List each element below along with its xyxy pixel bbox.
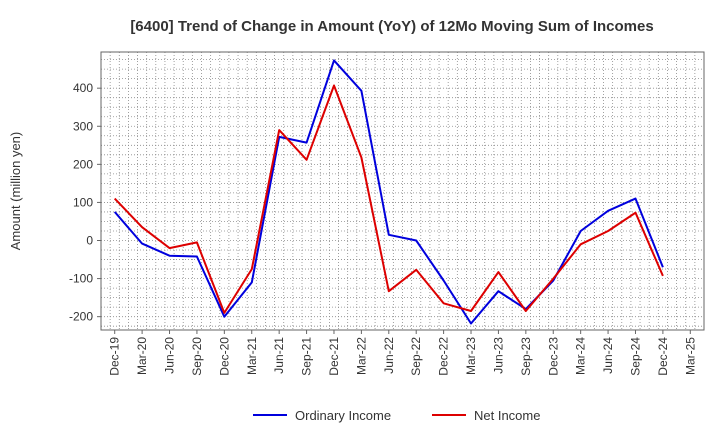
series-layer: [113, 59, 664, 325]
x-tick-label: Dec-19: [108, 337, 122, 376]
x-axis-ticks: Dec-19 Mar-20 Jun-20 Sep-20 Dec-20 Mar-21 Jun-…: [108, 330, 697, 376]
legend: Ordinary Income Net Income: [253, 408, 540, 423]
y-axis-ticks: -200 -100 0 100 200 300 400: [69, 81, 101, 324]
series-line-net-income: [113, 84, 664, 314]
x-tick-label: Sep-22: [409, 337, 423, 376]
x-tick-label: Sep-24: [628, 337, 642, 376]
x-tick-label: Sep-23: [519, 337, 533, 376]
chart-title: [6400] Trend of Change in Amount (YoY) o…: [130, 18, 653, 35]
x-tick-label: Dec-23: [546, 337, 560, 376]
plot-frame: [100, 51, 705, 331]
x-tick-label: Sep-21: [300, 337, 314, 376]
y-tick-label: 200: [73, 157, 93, 171]
legend-label: Net Income: [474, 408, 540, 423]
grid: [100, 52, 705, 330]
legend-label: Ordinary Income: [295, 408, 391, 423]
x-tick-label: Dec-22: [437, 337, 451, 376]
x-tick-label: Jun-23: [491, 337, 505, 374]
y-tick-label: 0: [86, 234, 93, 248]
x-tick-label: Mar-25: [683, 337, 697, 375]
x-tick-label: Jun-22: [382, 337, 396, 374]
x-tick-label: Dec-21: [327, 337, 341, 376]
x-tick-label: Dec-20: [217, 337, 231, 376]
x-tick-label: Jun-21: [272, 337, 286, 374]
y-tick-label: -100: [69, 272, 93, 286]
x-tick-label: Dec-24: [656, 337, 670, 376]
y-tick-label: 100: [73, 195, 93, 209]
x-tick-label: Mar-20: [135, 337, 149, 375]
x-tick-label: Jun-24: [601, 337, 615, 374]
x-tick-label: Mar-22: [354, 337, 368, 375]
x-tick-label: Mar-21: [245, 337, 259, 375]
y-tick-label: 400: [73, 81, 93, 95]
x-tick-label: Mar-24: [574, 337, 588, 375]
x-tick-label: Sep-20: [190, 337, 204, 376]
y-tick-label: 300: [73, 119, 93, 133]
x-tick-label: Jun-20: [163, 337, 177, 374]
y-tick-label: -200: [69, 310, 93, 324]
y-axis-label: Amount (million yen): [8, 132, 23, 251]
x-tick-label: Mar-23: [464, 337, 478, 375]
series-line-ordinary-income: [113, 59, 664, 325]
